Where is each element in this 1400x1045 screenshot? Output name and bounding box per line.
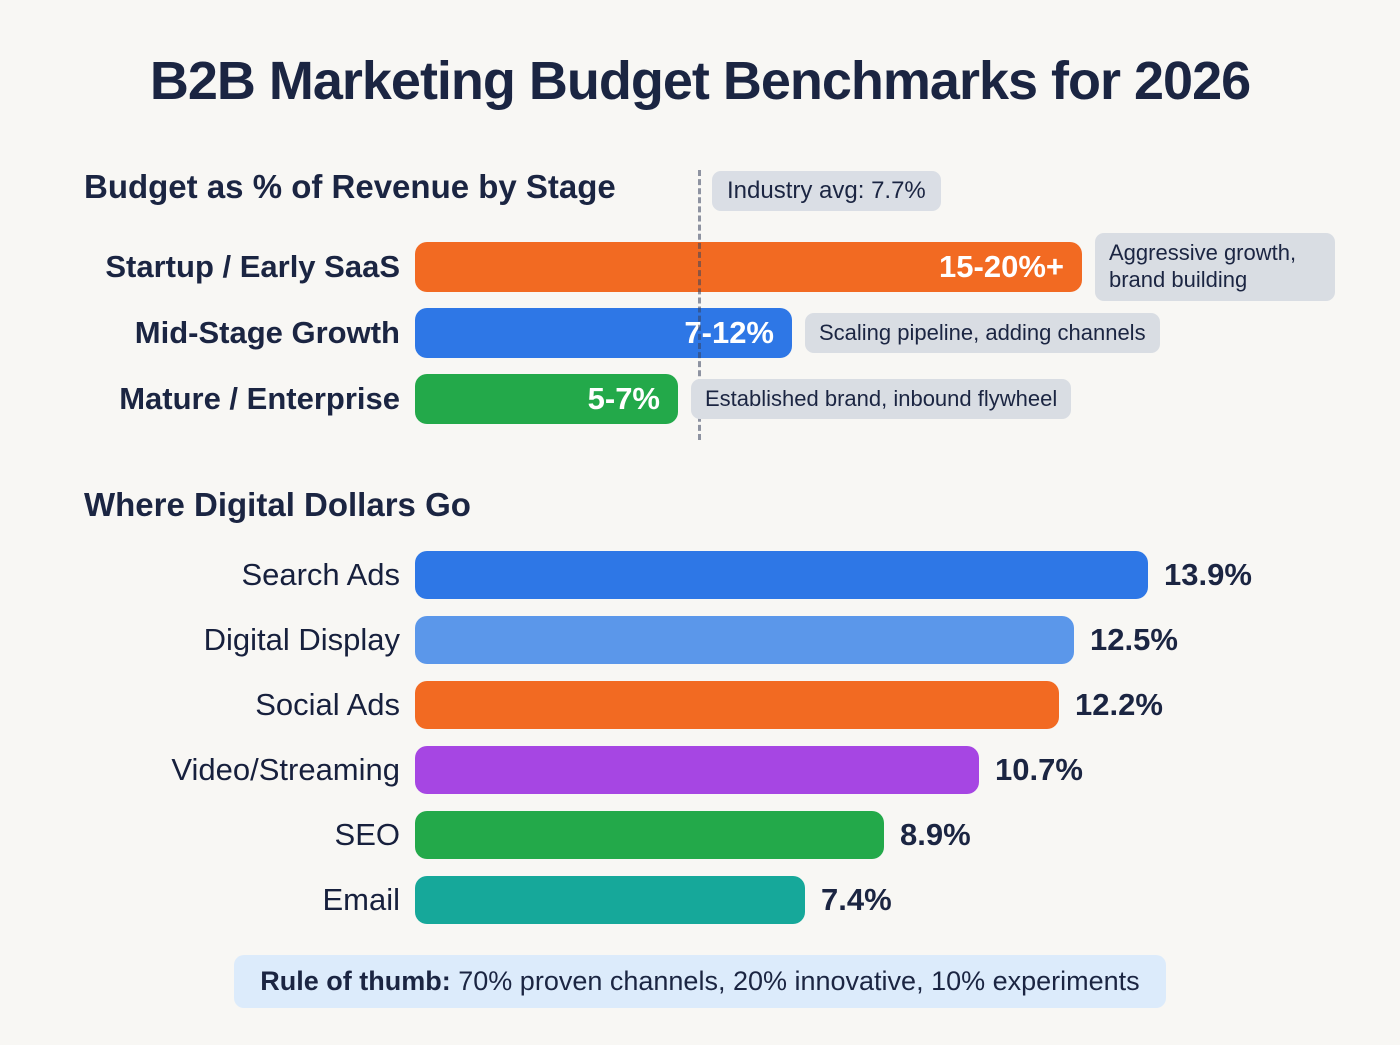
digital-bar-value: 8.9% — [900, 816, 971, 852]
stage-chart-rows: Startup / Early SaaS 15-20%+ Aggressive … — [0, 233, 1400, 432]
stage-note-badge: Aggressive growth, brand building — [1095, 233, 1335, 301]
stage-row-midstage: Mid-Stage Growth 7-12% Scaling pipeline,… — [0, 300, 1400, 366]
digital-row-social-ads: Social Ads 12.2% — [0, 672, 1400, 737]
digital-bar-value: 10.7% — [995, 751, 1083, 787]
stage-note-badge: Established brand, inbound flywheel — [691, 378, 1072, 420]
rule-of-thumb-text: 70% proven channels, 20% innovative, 10%… — [450, 966, 1140, 996]
rule-of-thumb-label: Rule of thumb: — [260, 966, 451, 996]
digital-chart-heading: Where Digital Dollars Go — [84, 486, 471, 523]
digital-row-label: Video/Streaming — [171, 751, 400, 787]
digital-row-label: SEO — [334, 816, 400, 852]
digital-chart-rows: Search Ads 13.9% Digital Display 12.5% S… — [0, 542, 1400, 932]
digital-bar-value: 13.9% — [1164, 556, 1252, 592]
stage-row-startup: Startup / Early SaaS 15-20%+ Aggressive … — [0, 233, 1400, 301]
digital-bar-seo — [415, 810, 884, 859]
digital-bar-value: 12.2% — [1075, 686, 1163, 722]
digital-bar-digital-display — [415, 615, 1074, 664]
digital-row-label: Digital Display — [203, 621, 400, 657]
stage-bar-startup: 15-20%+ — [415, 242, 1082, 292]
stage-chart-heading: Budget as % of Revenue by Stage — [84, 168, 616, 205]
digital-bar-value: 12.5% — [1090, 621, 1178, 657]
stage-row-label: Startup / Early SaaS — [105, 249, 400, 284]
digital-row-seo: SEO 8.9% — [0, 802, 1400, 867]
rule-of-thumb-note: Rule of thumb: 70% proven channels, 20% … — [234, 955, 1166, 1008]
stage-bar-value: 5-7% — [587, 381, 660, 416]
stage-bar-value: 15-20%+ — [939, 249, 1064, 284]
stage-bar-midstage: 7-12% — [415, 308, 792, 358]
stage-row-label: Mid-Stage Growth — [134, 315, 400, 350]
digital-row-label: Email — [322, 881, 400, 917]
digital-row-label: Social Ads — [255, 686, 400, 722]
industry-average-reference-line — [698, 170, 701, 440]
digital-row-label: Search Ads — [241, 556, 400, 592]
digital-bar-social-ads — [415, 680, 1059, 729]
stage-note-badge: Scaling pipeline, adding channels — [805, 312, 1160, 354]
stage-bar-mature: 5-7% — [415, 374, 678, 424]
digital-bar-search-ads — [415, 550, 1148, 599]
digital-row-digital-display: Digital Display 12.5% — [0, 607, 1400, 672]
digital-bar-video-streaming — [415, 745, 979, 794]
footnote-container: Rule of thumb: 70% proven channels, 20% … — [0, 955, 1400, 1008]
industry-average-badge: Industry avg: 7.7% — [712, 171, 941, 211]
digital-row-video-streaming: Video/Streaming 10.7% — [0, 737, 1400, 802]
digital-chart-section: Where Digital Dollars Go Search Ads 13.9… — [0, 486, 1400, 924]
stage-chart-section: Budget as % of Revenue by Stage Industry… — [0, 168, 1400, 440]
digital-bar-value: 7.4% — [821, 881, 892, 917]
stage-row-mature: Mature / Enterprise 5-7% Established bra… — [0, 366, 1400, 432]
digital-row-email: Email 7.4% — [0, 867, 1400, 932]
page-title: B2B Marketing Budget Benchmarks for 2026 — [149, 51, 1251, 111]
digital-row-search-ads: Search Ads 13.9% — [0, 542, 1400, 607]
digital-bar-email — [415, 875, 805, 924]
stage-row-label: Mature / Enterprise — [119, 381, 400, 416]
